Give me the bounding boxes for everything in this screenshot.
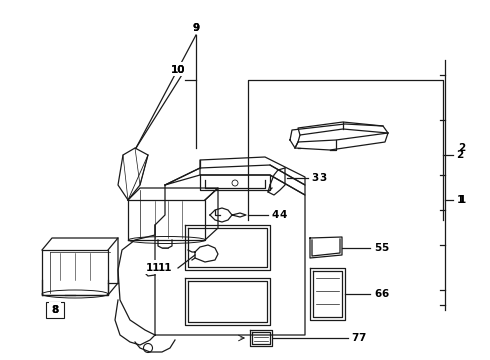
FancyBboxPatch shape: [379, 286, 391, 300]
Text: 11: 11: [146, 263, 160, 273]
FancyBboxPatch shape: [277, 207, 289, 221]
Text: 3: 3: [311, 173, 318, 183]
FancyBboxPatch shape: [169, 62, 187, 76]
FancyBboxPatch shape: [46, 302, 64, 318]
Text: 8: 8: [51, 305, 59, 315]
Text: 10: 10: [171, 65, 185, 75]
FancyBboxPatch shape: [317, 170, 329, 184]
Text: 7: 7: [351, 333, 359, 343]
Text: 3: 3: [319, 173, 327, 183]
Text: 2: 2: [456, 150, 464, 160]
Text: 4: 4: [279, 210, 287, 220]
Text: 6: 6: [381, 289, 389, 299]
FancyBboxPatch shape: [456, 140, 468, 154]
FancyBboxPatch shape: [49, 302, 61, 316]
Text: 8: 8: [51, 305, 59, 315]
Text: 4: 4: [271, 210, 279, 220]
Text: 11: 11: [158, 263, 172, 273]
Text: 9: 9: [193, 23, 199, 33]
FancyBboxPatch shape: [379, 240, 391, 254]
Text: 5: 5: [381, 243, 389, 253]
Text: 8: 8: [51, 305, 59, 315]
Text: 10: 10: [171, 65, 185, 75]
Text: 7: 7: [358, 333, 366, 343]
FancyBboxPatch shape: [164, 62, 192, 78]
Text: 1: 1: [456, 195, 464, 205]
Text: 6: 6: [374, 289, 382, 299]
Text: 5: 5: [374, 243, 382, 253]
FancyBboxPatch shape: [456, 192, 468, 206]
FancyBboxPatch shape: [190, 20, 202, 34]
Text: 9: 9: [193, 23, 199, 33]
Text: 2: 2: [458, 143, 466, 153]
Text: 10: 10: [171, 65, 185, 75]
FancyBboxPatch shape: [356, 330, 368, 344]
Text: 1: 1: [458, 195, 466, 205]
FancyBboxPatch shape: [144, 260, 162, 274]
